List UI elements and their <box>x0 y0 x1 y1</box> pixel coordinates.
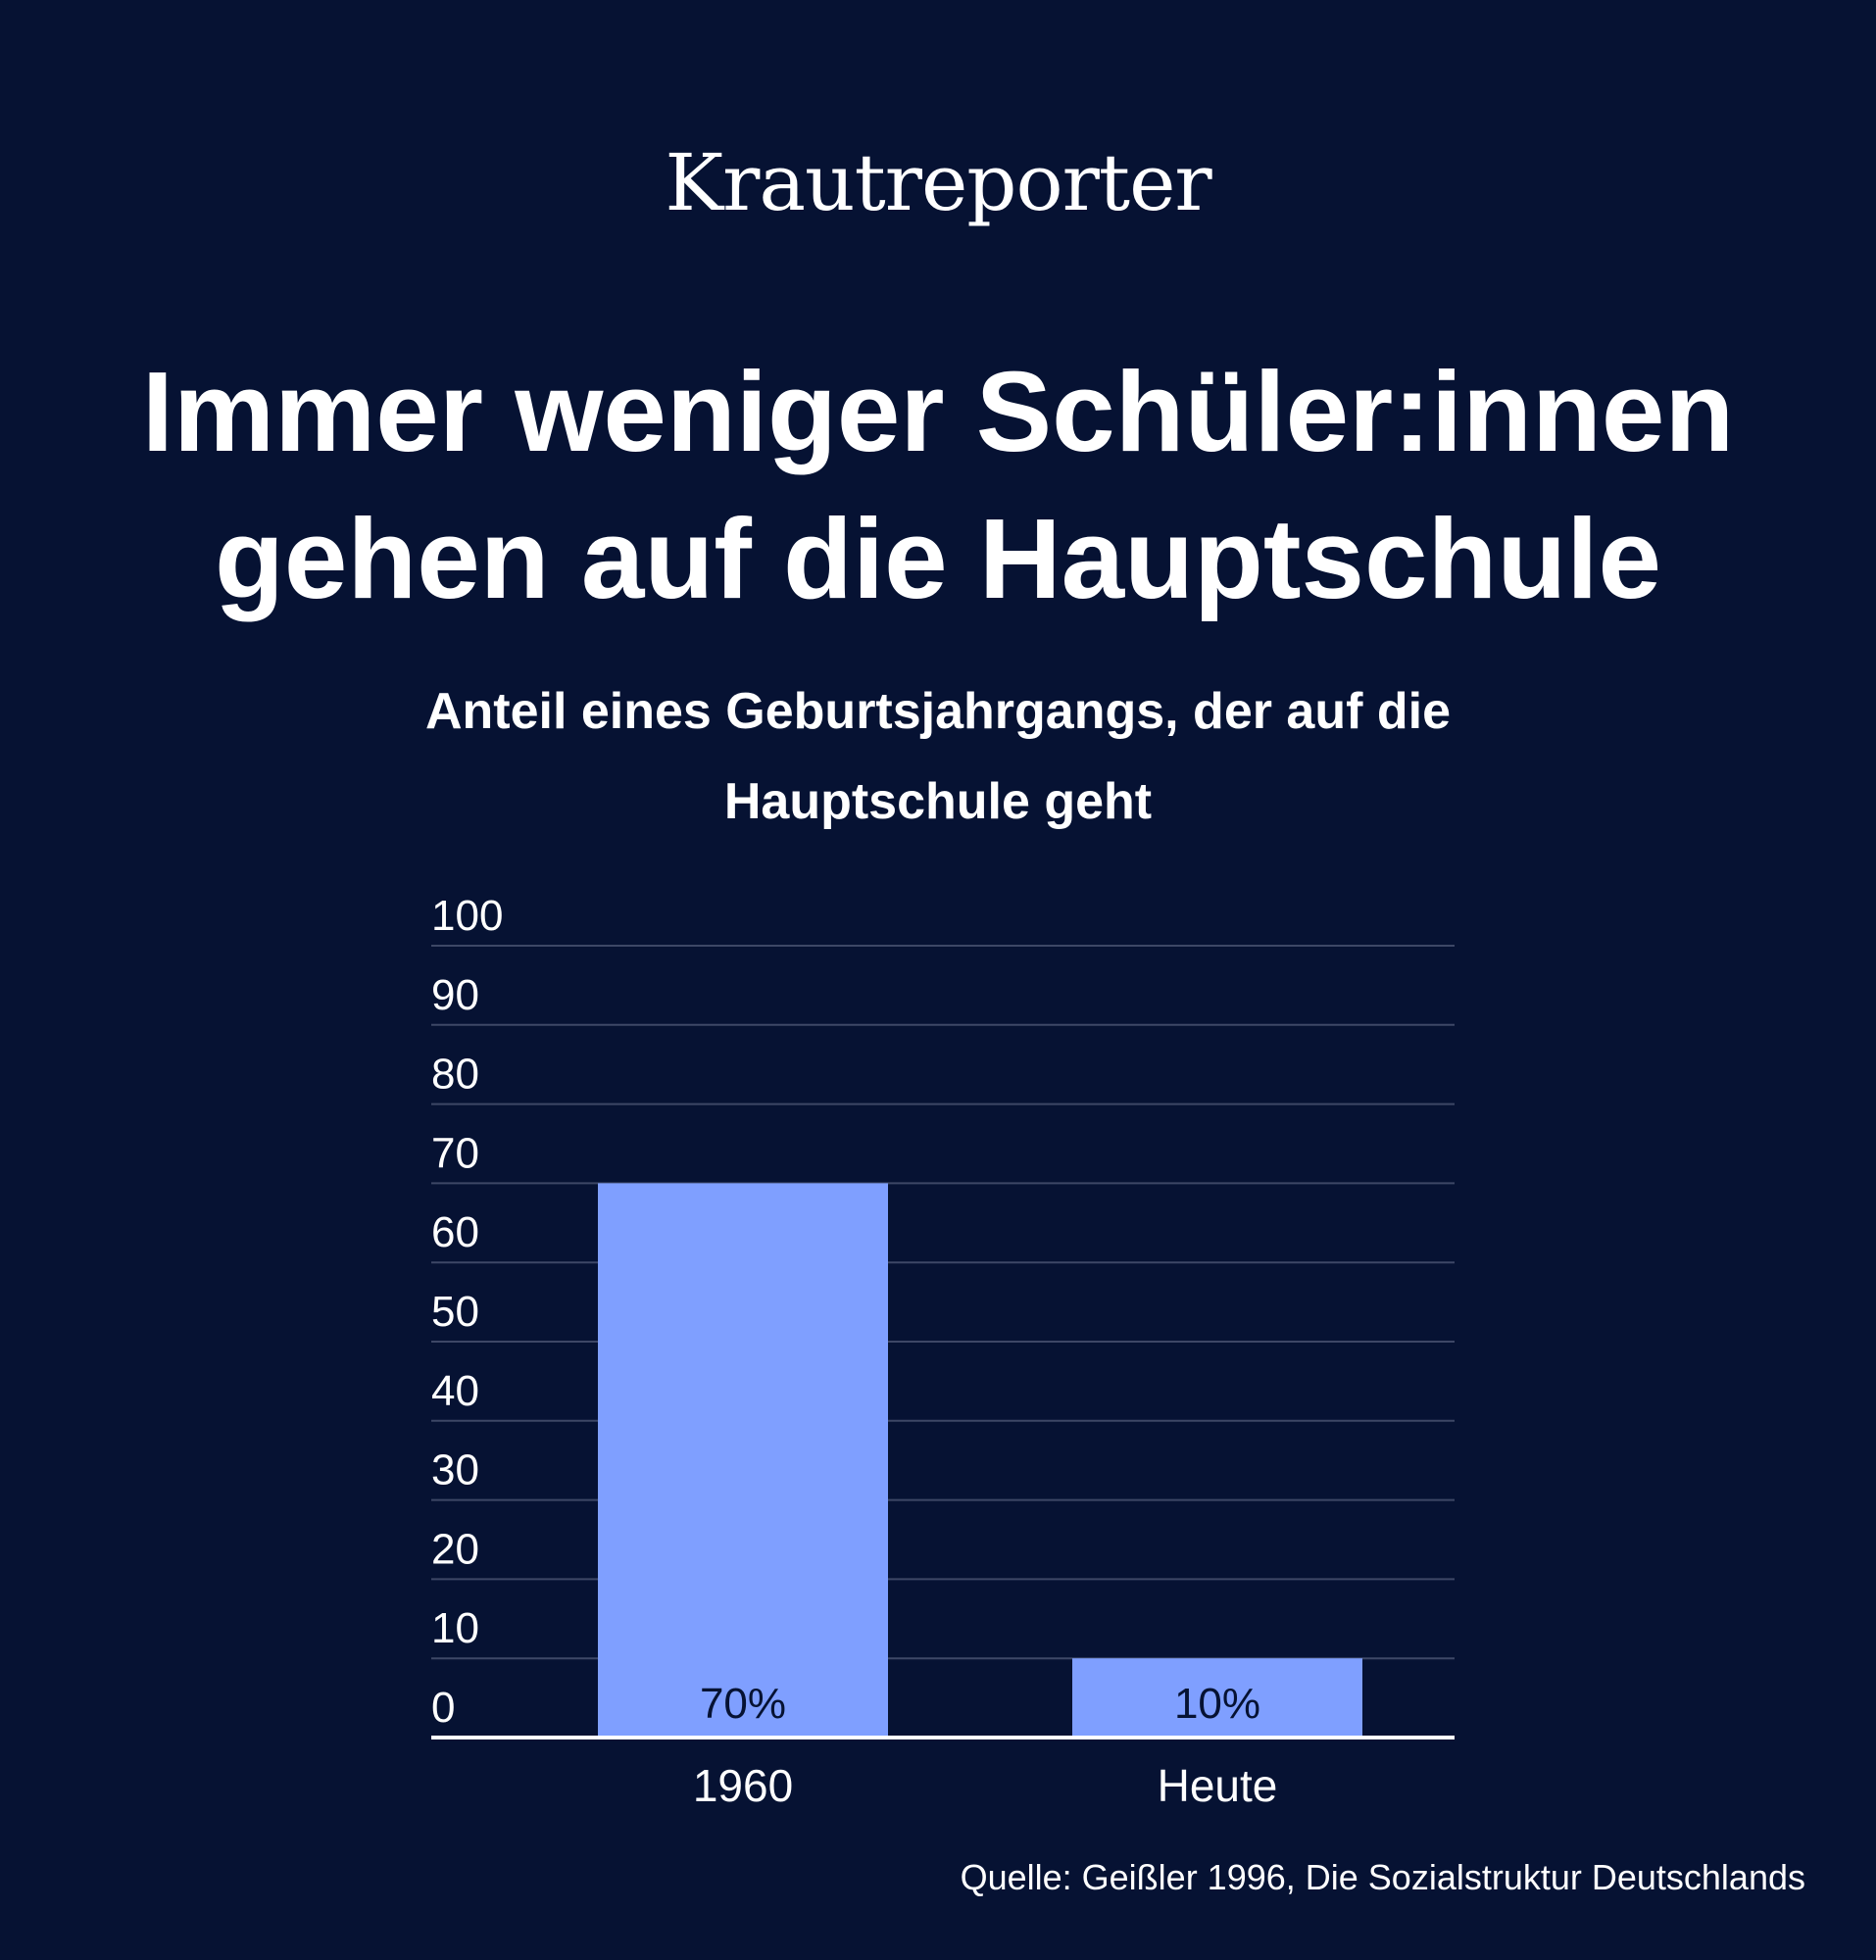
y-tick-label: 60 <box>431 1208 479 1256</box>
gridlines <box>431 945 1455 1660</box>
chart-subtitle: Anteil eines Geburtsjahrgangs, der auf d… <box>0 666 1876 847</box>
y-tick-label: 20 <box>431 1525 479 1573</box>
y-tick-label: 90 <box>431 971 479 1019</box>
data-label-heute: 10% <box>1174 1680 1260 1728</box>
source-note: Quelle: Geißler 1996, Die Sozialstruktur… <box>960 1857 1805 1897</box>
y-tick-label: 80 <box>431 1051 479 1099</box>
chart-subtitle-line-2: Hauptschule geht <box>723 773 1153 830</box>
chart-title-line-2: gehen auf die Hauptschule <box>215 495 1661 622</box>
y-tick-label: 10 <box>431 1604 479 1652</box>
y-tick-label: 30 <box>431 1446 479 1494</box>
y-axis-ticks: 0 10 20 30 40 50 60 70 80 90 100 <box>431 892 503 1732</box>
bars <box>598 1183 1362 1738</box>
brand-logo: Krautreporter <box>665 137 1211 228</box>
data-labels: 70% 10% <box>700 1680 1260 1728</box>
chart-title: Immer weniger Schüler:innen gehen auf di… <box>0 338 1876 632</box>
bar-heute <box>1072 1658 1362 1738</box>
bar-1960 <box>598 1183 888 1738</box>
x-category-label: Heute <box>1158 1760 1278 1811</box>
y-tick-label: 50 <box>431 1288 479 1336</box>
y-tick-label: 70 <box>431 1129 479 1177</box>
chart-title-line-1: Immer weniger Schüler:innen <box>141 348 1735 475</box>
x-axis-categories: 1960 Heute <box>693 1760 1278 1811</box>
y-tick-label: 40 <box>431 1367 479 1415</box>
chart-subtitle-line-1: Anteil eines Geburtsjahrgangs, der auf d… <box>424 683 1452 740</box>
y-tick-label: 100 <box>431 892 503 940</box>
y-tick-label: 0 <box>431 1684 455 1732</box>
data-label-1960: 70% <box>700 1680 786 1728</box>
x-category-label: 1960 <box>693 1760 793 1811</box>
